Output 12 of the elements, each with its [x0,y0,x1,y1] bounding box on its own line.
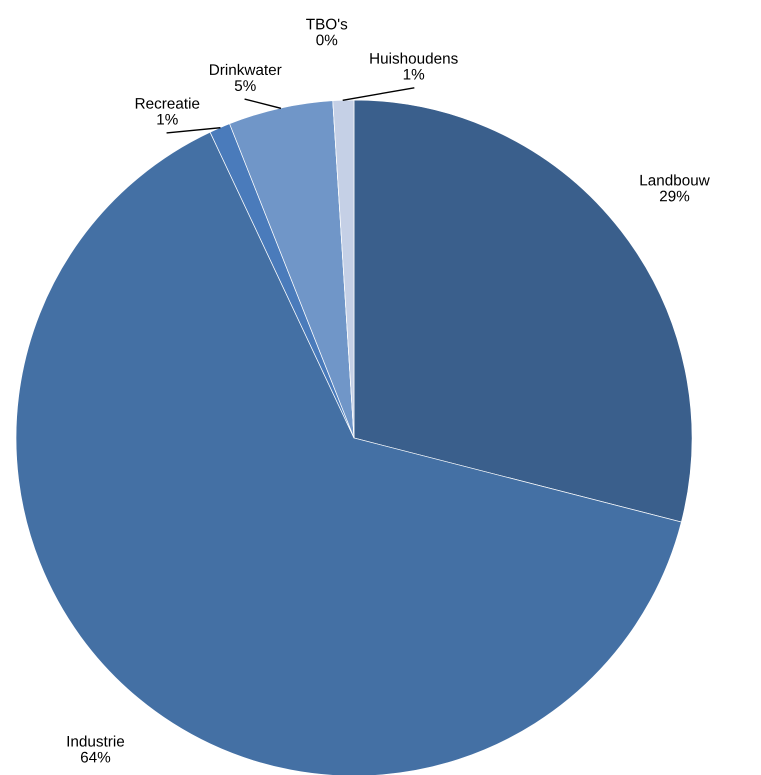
data-label: 1% [157,114,178,125]
data-label: 1% [404,68,424,80]
slice-label: Industrie [68,735,124,747]
slice-label: Recreatie [136,98,200,109]
data-label: 29% [660,190,690,202]
slice-label: Drinkwater [210,64,282,76]
text: 0% [316,34,338,46]
slice-label: Huishoudens [370,52,458,64]
data-label: 5% [234,80,256,91]
category-label: TBO's [306,18,348,30]
slice-label: Landbouw [640,174,710,186]
data-label: 64% [80,752,110,763]
